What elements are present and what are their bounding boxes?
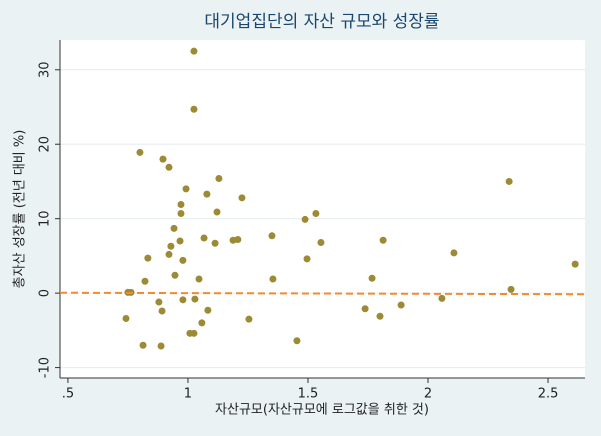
scatter-point bbox=[211, 239, 219, 247]
x-tick-label: 2 bbox=[424, 387, 432, 402]
scatter-point bbox=[200, 234, 208, 242]
scatter-point bbox=[507, 285, 515, 293]
x-tick-label: .5 bbox=[62, 387, 74, 402]
plot-area bbox=[60, 40, 585, 378]
scatter-point bbox=[450, 249, 458, 257]
scatter-point bbox=[155, 298, 163, 306]
scatter-point bbox=[176, 237, 184, 245]
scatter-point bbox=[312, 209, 320, 217]
scatter-point bbox=[136, 148, 144, 156]
scatter-point bbox=[190, 47, 198, 55]
scatter-point bbox=[438, 294, 446, 302]
scatter-point bbox=[198, 319, 206, 327]
y-tick-label: 30 bbox=[38, 62, 53, 79]
scatter-point bbox=[368, 274, 376, 282]
y-axis-title: 총자산 성장률 (전년 대비 %) bbox=[13, 130, 28, 289]
x-axis-title: 자산규모(자산규모에 로그값을 취한 것) bbox=[215, 403, 429, 418]
scatter-point bbox=[165, 250, 173, 258]
scatter-point bbox=[293, 337, 301, 345]
scatter-point bbox=[157, 342, 165, 350]
scatter-point bbox=[203, 190, 211, 198]
scatter-point bbox=[268, 232, 276, 240]
y-tick-label: -10 bbox=[38, 357, 53, 378]
scatter-point bbox=[269, 275, 277, 283]
scatter-point bbox=[186, 329, 194, 337]
scatter-point bbox=[215, 174, 223, 182]
scatter-point bbox=[165, 163, 173, 171]
scatter-point bbox=[301, 215, 309, 223]
x-tick-label: 1 bbox=[184, 387, 192, 402]
scatter-point bbox=[213, 208, 221, 216]
scatter-point bbox=[190, 105, 198, 113]
scatter-point bbox=[505, 177, 513, 185]
scatter-point bbox=[182, 185, 190, 193]
scatter-point bbox=[571, 260, 579, 268]
scatter-point bbox=[177, 201, 185, 209]
chart-title: 대기업집단의 자산 규모와 성장률 bbox=[204, 12, 439, 32]
scatter-point bbox=[159, 155, 167, 163]
scatter-point bbox=[238, 194, 246, 202]
scatter-point bbox=[245, 315, 253, 323]
scatter-point bbox=[191, 295, 199, 303]
scatter-point bbox=[179, 296, 187, 304]
x-tick-label: 2.5 bbox=[538, 387, 559, 402]
scatter-point bbox=[167, 242, 175, 250]
y-tick-label: 0 bbox=[38, 289, 53, 297]
scatter-point bbox=[177, 209, 185, 217]
scatter-point bbox=[195, 275, 203, 283]
scatter-point bbox=[158, 307, 166, 315]
scatter-point bbox=[361, 305, 369, 313]
scatter-point bbox=[317, 239, 325, 247]
y-tick-label: 20 bbox=[38, 136, 53, 153]
scatter-point bbox=[139, 341, 147, 349]
scatter-point bbox=[144, 254, 152, 262]
scatter-point bbox=[229, 236, 237, 244]
scatter-point bbox=[179, 256, 187, 264]
scatter-point bbox=[122, 314, 130, 322]
scatter-point bbox=[303, 255, 311, 263]
scatter-point bbox=[376, 312, 384, 320]
scatter-point bbox=[141, 277, 149, 285]
scatter-point bbox=[204, 306, 212, 314]
scatter-point bbox=[171, 271, 179, 279]
scatter-point bbox=[379, 236, 387, 244]
scatter-point bbox=[170, 224, 178, 232]
x-tick-label: 1.5 bbox=[298, 387, 319, 402]
y-tick-label: 10 bbox=[38, 210, 53, 227]
scatter-point bbox=[397, 301, 405, 309]
